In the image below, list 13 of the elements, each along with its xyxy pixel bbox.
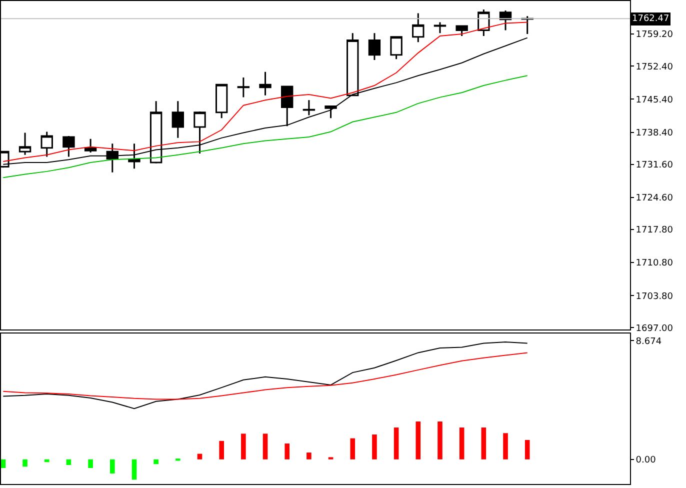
y-tick-label: 1710.80 [636, 258, 674, 269]
y-tick-label: 1745.40 [636, 95, 674, 106]
y-tick-label: 8.674 [636, 336, 662, 347]
y-tick-label: 1697.00 [636, 324, 674, 334]
y-tick-label: 1703.80 [636, 292, 674, 302]
y-tick-label: 0.00 [636, 456, 656, 466]
ref-line-label: 1762.47 [632, 14, 670, 24]
y-tick-label: 1717.80 [636, 226, 674, 236]
y-tick-label: 1752.40 [636, 62, 674, 72]
y-tick-label: 1731.60 [636, 160, 674, 170]
y-tick-label: 1759.20 [636, 30, 674, 40]
y-tick-label: 1738.40 [636, 128, 674, 138]
y-tick-label: 1724.60 [636, 194, 674, 204]
